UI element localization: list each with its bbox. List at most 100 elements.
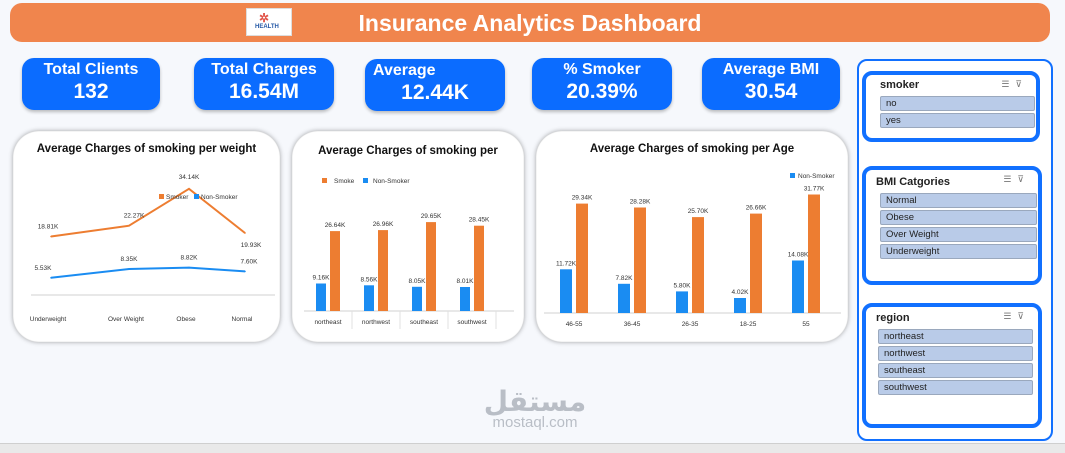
slicer-item-underweight[interactable]: Underweight: [880, 244, 1037, 259]
multi-select-icon[interactable]: ☰: [1001, 79, 1016, 89]
bar-non-smoker: [792, 260, 804, 313]
bar-non-smoker: [412, 286, 422, 311]
chart-title: Average Charges of smoking per weight: [36, 143, 257, 155]
legend-swatch-smoke: [322, 178, 327, 183]
kpi-label: Average BMI: [722, 61, 820, 78]
data-label: 8.35K: [121, 256, 139, 263]
data-label: 8.01K: [457, 278, 475, 285]
data-label: 25.70K: [688, 208, 709, 215]
data-point: [50, 277, 52, 279]
legend-swatch-non-smoker: [363, 178, 368, 183]
watermark-url: mostaql.com: [492, 414, 578, 431]
data-label: 26.96K: [373, 221, 394, 228]
data-point: [50, 235, 52, 238]
kpi-total-charges: Total Charges 16.54M: [194, 58, 334, 110]
slicer-smoker: smoker ☰⊽ no yes: [862, 71, 1040, 142]
data-label: 5.80K: [674, 282, 692, 289]
data-label: 28.28K: [630, 199, 651, 206]
sheet-tab-bar[interactable]: [0, 443, 1065, 453]
kpi-label: Total Clients: [43, 61, 139, 78]
kpi-label: Total Charges: [211, 61, 317, 78]
clear-filter-icon[interactable]: ⊽: [1015, 79, 1028, 89]
bar-chart-svg: 9.16K 26.64K northeast 8.56K 26.96K northwest…: [304, 178, 514, 329]
bar-smoker: [576, 203, 588, 313]
data-label: 18.81K: [38, 224, 59, 231]
bar-non-smoker: [460, 287, 470, 311]
multi-select-icon[interactable]: ☰: [1003, 174, 1018, 184]
x-tick-label: 18-25: [740, 321, 757, 328]
bar-smoker: [474, 225, 484, 311]
multi-select-icon[interactable]: ☰: [1003, 311, 1018, 321]
bar-smoker: [692, 217, 704, 313]
data-point: [128, 224, 130, 227]
slicer-item-over-weight[interactable]: Over Weight: [880, 227, 1037, 242]
bar-chart-svg: 11.72K 29.34K 46-55 7.82K 28.28K 36-45 5.80K 25…: [544, 173, 841, 328]
data-label: 7.60K: [241, 258, 259, 265]
data-label: 11.72K: [556, 260, 577, 267]
bar-non-smoker: [364, 285, 374, 311]
x-tick-label: 26-35: [682, 321, 699, 328]
data-point: [128, 268, 130, 270]
slicer-item-normal[interactable]: Normal: [880, 193, 1037, 208]
bar-non-smoker: [734, 298, 746, 313]
data-label: 22.27K: [124, 213, 145, 220]
slicer-item-southeast[interactable]: southeast: [878, 363, 1033, 378]
legend-label: Non-Smoker: [373, 178, 410, 185]
slicer-bmi-categories: BMI Catgories ☰⊽ Normal Obese Over Weigh…: [862, 166, 1042, 285]
data-point: [244, 270, 246, 273]
slicer-title: region: [876, 312, 910, 324]
slicer-item-northwest[interactable]: northwest: [878, 346, 1033, 361]
kpi-label: % Smoker: [563, 61, 641, 78]
legend-label: Non-Smoker: [798, 173, 835, 180]
slicer-region: region ☰⊽ northeast northwest southeast …: [862, 303, 1042, 428]
kpi-label: Average: [373, 62, 436, 79]
bar-smoker: [426, 222, 436, 311]
bar-smoker: [634, 207, 646, 313]
legend-swatch-smoker: [159, 194, 164, 199]
kpi-value: 132: [73, 80, 109, 103]
logo-text: HEALTH: [255, 24, 279, 30]
data-label: 4.02K: [732, 289, 750, 296]
slicer-item-yes[interactable]: yes: [880, 113, 1035, 128]
data-label: 8.56K: [361, 276, 379, 283]
x-tick-label: Underweight: [30, 316, 67, 323]
data-label: 7.82K: [616, 275, 634, 282]
legend-label: Non-Smoker: [201, 194, 238, 201]
data-label: 9.16K: [313, 275, 331, 282]
mostaql-watermark: مستقل mostaql.com: [470, 385, 600, 431]
data-label: 26.64K: [325, 222, 346, 229]
data-label: 26.66K: [746, 205, 767, 212]
x-tick-label: Obese: [176, 316, 196, 323]
bar-non-smoker: [560, 269, 572, 313]
kpi-value: 16.54M: [228, 80, 300, 103]
chart-title: Average Charges of smoking per: [318, 145, 498, 157]
bar-non-smoker: [618, 283, 630, 313]
x-tick-label: 36-45: [624, 321, 641, 328]
x-tick-label: southeast: [410, 319, 438, 326]
x-tick-label: northeast: [314, 319, 341, 326]
slicer-item-no[interactable]: no: [880, 96, 1035, 111]
health-logo: ✲ HEALTH: [246, 8, 292, 36]
kpi-total-clients: Total Clients 132: [22, 58, 160, 110]
bar-non-smoker: [316, 283, 326, 311]
data-point: [244, 232, 246, 234]
bar-non-smoker: [676, 291, 688, 313]
slicer-item-northeast[interactable]: northeast: [878, 329, 1033, 344]
slicer-item-southwest[interactable]: southwest: [878, 380, 1033, 395]
kpi-percent-smoker: % Smoker 20.39%: [532, 58, 672, 110]
data-label: 14.08K: [788, 252, 809, 259]
clear-filter-icon[interactable]: ⊽: [1017, 311, 1030, 321]
legend-label: Smoke: [334, 178, 355, 185]
data-label: 29.65K: [421, 213, 442, 220]
kpi-value: 20.39%: [566, 80, 638, 103]
clear-filter-icon[interactable]: ⊽: [1017, 174, 1030, 184]
kpi-average: Average 12.44K: [365, 59, 505, 111]
bar-smoker: [808, 194, 820, 313]
chart-charges-per-weight: Average Charges of smoking per weight 18…: [13, 131, 280, 342]
slicer-title: BMI Catgories: [876, 176, 950, 188]
data-label: 28.45K: [469, 217, 490, 224]
kpi-value: 30.54: [744, 80, 798, 103]
slicer-item-obese[interactable]: Obese: [880, 210, 1037, 225]
bar-smoker: [750, 213, 762, 313]
x-tick-label: Normal: [232, 316, 254, 323]
